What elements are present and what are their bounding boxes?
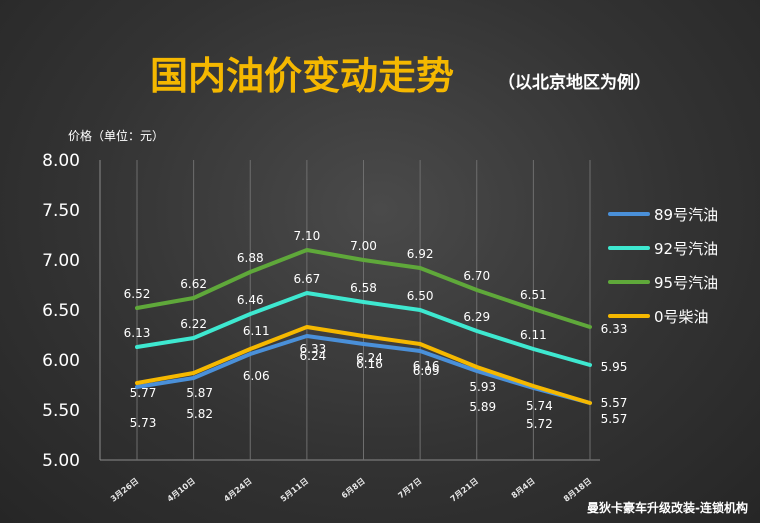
series-line-1 [135, 291, 592, 367]
data-label: 6.33 [601, 322, 628, 336]
data-label: 5.77 [130, 386, 157, 400]
chart-title: 国内油价变动走势 [150, 54, 454, 98]
data-label: 6.33 [300, 342, 327, 356]
legend: 89号汽油 92号汽油 95号汽油 0号柴油 [608, 206, 718, 326]
x-tick-label: 6月8日 [340, 476, 367, 500]
chart-subtitle: （以北京地区为例） [498, 72, 651, 93]
series-line-2 [135, 248, 592, 329]
data-label: 5.57 [601, 412, 628, 426]
y-tick-labels: 5.00 5.50 6.00 6.50 7.00 7.50 8.00 [42, 151, 80, 471]
x-tick-label: 7月7日 [396, 476, 423, 500]
y-tick-label: 7.50 [42, 201, 80, 221]
data-label: 6.88 [237, 251, 264, 265]
data-label: 6.70 [463, 269, 490, 283]
data-label: 5.74 [526, 399, 553, 413]
y-tick-label: 6.50 [42, 301, 80, 321]
data-label: 6.92 [407, 247, 434, 261]
x-tick-label: 5月11日 [279, 476, 310, 503]
legend-label: 92号汽油 [654, 240, 718, 258]
data-label: 5.95 [601, 360, 628, 374]
data-label: 5.93 [469, 380, 496, 394]
data-label: 6.09 [413, 364, 440, 378]
data-label: 5.82 [186, 407, 213, 421]
data-label: 6.06 [243, 369, 270, 383]
data-label: 6.67 [294, 272, 321, 286]
data-label: 6.51 [520, 288, 547, 302]
data-label: 7.10 [294, 229, 321, 243]
data-label: 6.11 [243, 324, 270, 338]
data-label: 6.11 [520, 328, 547, 342]
series-lines [135, 248, 592, 405]
grid-lines [99, 160, 600, 461]
legend-label: 89号汽油 [654, 206, 718, 224]
y-axis-label: 价格（单位：元） [68, 128, 164, 143]
data-label: 5.72 [526, 417, 553, 431]
data-label: 6.46 [237, 293, 264, 307]
data-label: 5.57 [601, 396, 628, 410]
series-line-3 [135, 325, 592, 405]
x-tick-labels: 3月26日 4月10日 4月24日 5月11日 6月8日 7月7日 7月21日 8月4日 8月1… [109, 476, 593, 503]
data-label: 5.73 [130, 416, 157, 430]
data-labels: 5.735.826.066.246.16 6.095.895.72 5.576.13… [124, 229, 628, 431]
data-label: 6.16 [413, 359, 440, 373]
x-tick-label: 8月18日 [562, 476, 593, 503]
y-tick-label: 7.00 [42, 251, 80, 271]
data-label: 6.13 [124, 326, 151, 340]
data-label: 6.22 [180, 317, 207, 331]
data-label: 6.62 [180, 277, 207, 291]
data-label: 6.52 [124, 287, 151, 301]
data-label: 5.89 [469, 400, 496, 414]
legend-label: 0号柴油 [654, 308, 709, 326]
legend-label: 95号汽油 [654, 274, 718, 292]
x-tick-label: 8月4日 [510, 476, 537, 500]
data-label: 6.50 [407, 289, 434, 303]
data-label: 7.00 [350, 239, 377, 253]
data-label: 6.16 [356, 357, 383, 371]
data-label: 5.87 [186, 386, 213, 400]
data-label: 6.29 [463, 310, 490, 324]
x-tick-label: 4月24日 [222, 476, 253, 503]
x-tick-label: 7月21日 [449, 476, 480, 503]
y-tick-label: 5.00 [42, 451, 80, 471]
y-tick-label: 6.00 [42, 351, 80, 371]
x-tick-label: 4月10日 [166, 476, 197, 503]
data-label: 6.24 [356, 351, 383, 365]
y-tick-label: 5.50 [42, 401, 80, 421]
y-tick-label: 8.00 [42, 151, 80, 171]
x-tick-label: 3月26日 [109, 476, 140, 503]
data-label: 6.58 [350, 281, 377, 295]
series-line-0 [135, 334, 592, 405]
data-label: 6.24 [300, 349, 327, 363]
watermark-text: 曼狄卡豪车升级改装-连锁机构 [587, 500, 748, 515]
